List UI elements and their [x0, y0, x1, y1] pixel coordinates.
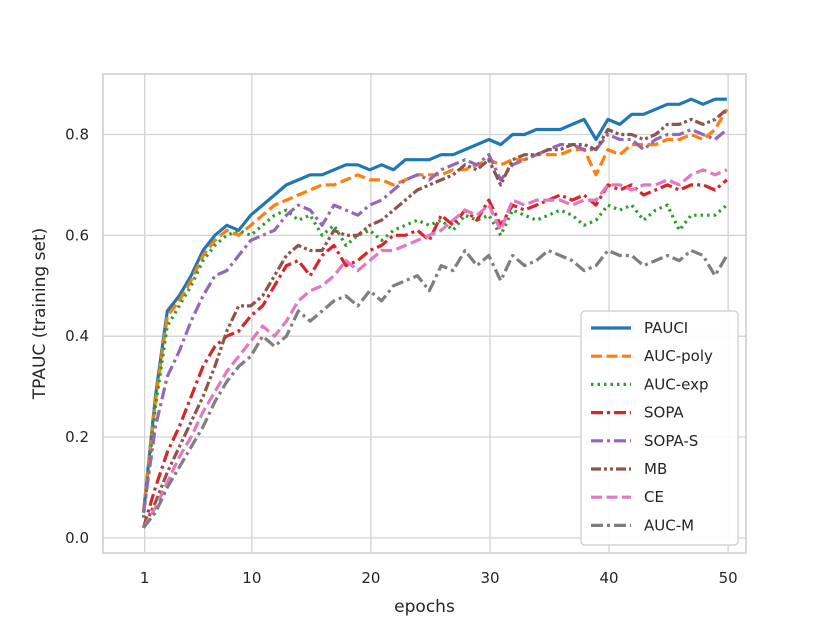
series-line-auc-m [142, 248, 729, 529]
series-line-ce [142, 168, 728, 529]
legend-label: AUC-M [644, 516, 694, 534]
series-line-sopa [141, 178, 728, 529]
legend-label: CE [644, 488, 664, 506]
x-tick-label: 30 [480, 569, 499, 587]
x-tick-label: 1 [140, 569, 150, 587]
y-tick-label: 0.8 [65, 126, 89, 144]
series-line-sopa-s [141, 127, 728, 513]
x-tick-label: 20 [361, 569, 380, 587]
legend-label: MB [644, 460, 667, 478]
x-tick-label: 50 [719, 569, 738, 587]
x-tick-label: 40 [600, 569, 619, 587]
legend-label: AUC-poly [644, 347, 713, 365]
legend-box [580, 310, 739, 546]
x-axis-label: epochs [394, 597, 455, 617]
legend-label: SOPA [644, 404, 684, 422]
plot-frame [102, 73, 747, 554]
y-axis-label: TPAUC (training set) [30, 228, 50, 400]
y-tick-label: 0.4 [65, 327, 89, 345]
legend: PAUCI AUC-poly AUC-exp SOPA SOPA-S MB CE AUC-M [580, 310, 739, 546]
x-tick-label: 10 [242, 569, 261, 587]
legend-label: AUC-exp [644, 375, 709, 393]
series-line-mb [142, 108, 728, 529]
y-tick-label: 0.0 [65, 529, 89, 547]
series-line-pauci [141, 97, 727, 513]
legend-label: SOPA-S [644, 432, 698, 450]
legend-label: PAUCI [644, 319, 688, 337]
tick-labels: 1 10 20 30 40 50 0.0 0.2 0.4 0.6 0.8 [65, 126, 738, 587]
y-tick-label: 0.2 [65, 428, 89, 446]
y-tick-label: 0.6 [65, 226, 89, 244]
series-layer [141, 97, 729, 529]
